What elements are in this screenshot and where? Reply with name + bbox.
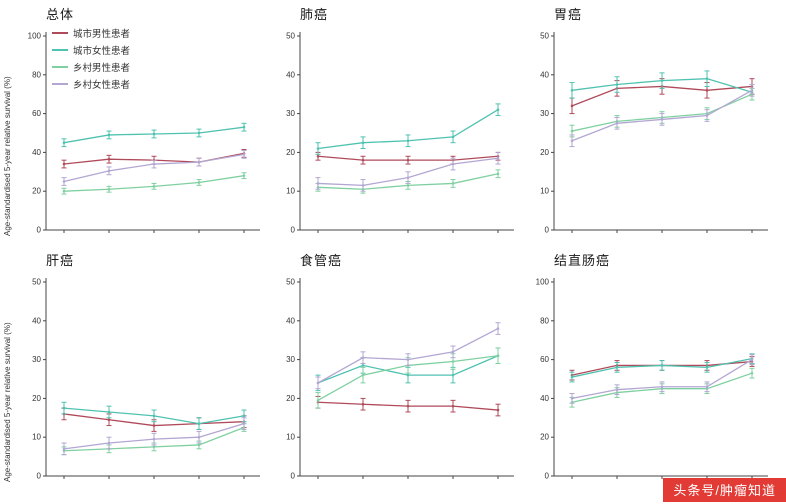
figure-grid: 总体 城市男性患者 城市女性患者 乡村男性患者 乡村女性患者 0 20 40 60 80 100…: [16, 4, 778, 496]
svg-text:0: 0: [545, 226, 550, 235]
chart-title: 肝癌: [46, 253, 75, 268]
svg-text:20: 20: [32, 394, 41, 403]
chart-canvas-lung: 0 10 20 30 40 50: [286, 32, 514, 235]
chart-title: 总体: [46, 7, 75, 22]
svg-text:0: 0: [545, 472, 550, 481]
chart-title: 肺癌: [300, 7, 329, 22]
svg-text:40: 40: [540, 394, 549, 403]
chart-canvas-esophagus: 0 10 20 30 40 50: [286, 278, 514, 481]
svg-text:10: 10: [32, 433, 41, 442]
legend-item: 乡村女性患者: [52, 77, 130, 91]
legend-item: 乡村男性患者: [52, 60, 130, 74]
legend-swatch-icon: [52, 83, 68, 85]
svg-text:30: 30: [286, 355, 295, 364]
svg-text:10: 10: [286, 433, 295, 442]
chart-canvas-stomach: 0 10 20 30 40 50: [540, 32, 768, 235]
legend-label: 城市女性患者: [73, 46, 131, 57]
svg-text:10: 10: [286, 187, 295, 196]
legend-swatch-icon: [52, 49, 68, 51]
chart-title: 结直肠癌: [554, 253, 611, 268]
svg-text:20: 20: [32, 187, 41, 196]
chart-canvas-liver: 0 10 20 30 40 50: [32, 278, 260, 481]
svg-text:30: 30: [540, 109, 549, 118]
svg-text:100: 100: [28, 32, 42, 41]
chart-panel-esophagus: 食管癌 0 10 20 30 40 50: [270, 250, 524, 496]
svg-text:50: 50: [286, 32, 295, 41]
legend: 城市男性患者 城市女性患者 乡村男性患者 乡村女性患者: [52, 26, 130, 94]
svg-text:40: 40: [286, 316, 295, 325]
chart-panel-overall: 总体 城市男性患者 城市女性患者 乡村男性患者 乡村女性患者 0 20 40 60 80 100: [16, 4, 270, 250]
chart-title: 胃癌: [554, 7, 583, 22]
chart-panel-stomach: 胃癌 0 10 20 30 40 50: [524, 4, 778, 250]
svg-text:60: 60: [540, 355, 549, 364]
svg-text:0: 0: [291, 226, 296, 235]
svg-text:50: 50: [32, 278, 41, 287]
chart-panel-colorectal: 结直肠癌 0 20 40 60 80 100: [524, 250, 778, 496]
chart-panel-liver: 肝癌 0 10 20 30 40 50: [16, 250, 270, 496]
chart-panel-lung: 肺癌 0 10 20 30 40 50: [270, 4, 524, 250]
chart-canvas-colorectal: 0 20 40 60 80 100: [536, 278, 768, 481]
legend-label: 乡村男性患者: [73, 63, 131, 74]
y-axis-label-row1: Age-standardised 5-year relative surviva…: [3, 76, 12, 236]
svg-text:20: 20: [540, 148, 549, 157]
chart-title: 食管癌: [300, 253, 343, 268]
svg-text:100: 100: [536, 278, 550, 287]
legend-item: 城市男性患者: [52, 26, 130, 40]
svg-text:20: 20: [540, 433, 549, 442]
legend-label: 乡村女性患者: [73, 80, 131, 91]
watermark-badge: 头条号/肿瘤知道: [663, 478, 786, 502]
svg-text:80: 80: [540, 316, 549, 325]
svg-text:10: 10: [540, 187, 549, 196]
y-axis-label-row2: Age-standardised 5-year relative surviva…: [3, 322, 12, 482]
svg-text:50: 50: [286, 278, 295, 287]
svg-text:50: 50: [540, 32, 549, 41]
svg-text:20: 20: [286, 394, 295, 403]
legend-item: 城市女性患者: [52, 43, 130, 57]
legend-swatch-icon: [52, 66, 68, 68]
svg-text:40: 40: [540, 70, 549, 79]
svg-text:80: 80: [32, 70, 41, 79]
svg-text:0: 0: [291, 472, 296, 481]
legend-label: 城市男性患者: [73, 29, 131, 40]
svg-text:30: 30: [286, 109, 295, 118]
svg-text:30: 30: [32, 355, 41, 364]
svg-text:40: 40: [286, 70, 295, 79]
svg-text:20: 20: [286, 148, 295, 157]
svg-text:0: 0: [37, 472, 42, 481]
chart-canvas-overall: 0 20 40 60 80 100: [28, 32, 260, 235]
svg-text:40: 40: [32, 316, 41, 325]
legend-swatch-icon: [52, 32, 68, 34]
svg-text:0: 0: [37, 226, 42, 235]
svg-text:40: 40: [32, 148, 41, 157]
svg-text:60: 60: [32, 109, 41, 118]
